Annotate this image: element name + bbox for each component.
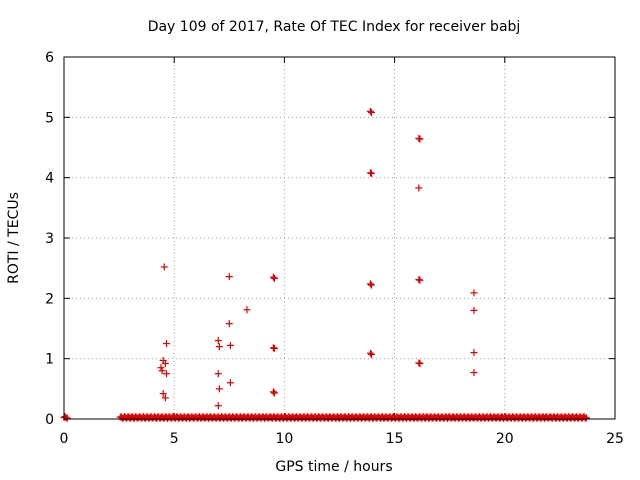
data-point xyxy=(415,134,423,142)
data-point xyxy=(214,337,222,345)
x-tick-label: 20 xyxy=(496,431,514,447)
y-tick-label: 3 xyxy=(45,231,54,247)
data-point xyxy=(225,320,233,328)
data-point xyxy=(214,370,222,378)
data-point xyxy=(366,169,374,177)
data-point xyxy=(416,276,424,284)
data-point xyxy=(157,364,165,372)
data-point xyxy=(470,306,478,314)
data-point xyxy=(226,379,234,387)
y-tick-labels: 0 1 2 3 4 5 6 xyxy=(45,50,54,428)
data-point xyxy=(366,280,374,288)
data-point xyxy=(270,274,278,282)
data-point xyxy=(415,359,423,367)
data-point xyxy=(367,350,375,358)
data-point xyxy=(159,390,167,398)
data-point xyxy=(366,349,374,357)
data-point xyxy=(160,263,168,271)
y-axis-label: ROTI / TECUs xyxy=(6,192,22,284)
baseline-point xyxy=(582,414,590,422)
data-point xyxy=(470,369,478,377)
data-point xyxy=(269,344,277,352)
x-tick-label: 0 xyxy=(60,431,69,447)
data-point xyxy=(161,359,169,367)
data-point xyxy=(367,109,375,117)
y-tick-label: 6 xyxy=(45,50,54,66)
y-tick-label: 1 xyxy=(45,352,54,368)
data-point xyxy=(214,402,222,410)
data-point xyxy=(243,306,251,314)
data-point xyxy=(416,359,424,367)
data-point xyxy=(270,344,278,352)
data-point xyxy=(366,107,374,115)
x-tick-label: 15 xyxy=(386,431,404,447)
data-point xyxy=(470,349,478,357)
data-point xyxy=(367,281,375,289)
x-axis-label: GPS time / hours xyxy=(275,459,392,475)
plot-frame xyxy=(63,56,616,420)
data-point xyxy=(215,343,223,351)
data-point xyxy=(367,169,375,177)
x-tick-label: 10 xyxy=(275,431,293,447)
data-point xyxy=(415,276,423,284)
data-point xyxy=(162,340,170,348)
data-point xyxy=(269,388,277,396)
y-tick-label: 5 xyxy=(45,110,54,126)
x-tick-label: 5 xyxy=(170,431,179,447)
data-point xyxy=(161,394,169,402)
y-tick-label: 4 xyxy=(45,171,54,187)
data-point xyxy=(270,389,278,397)
data-point xyxy=(225,273,233,281)
grid-lines xyxy=(64,57,615,419)
data-point xyxy=(162,370,170,378)
data-point xyxy=(226,341,234,349)
data-point xyxy=(269,273,277,281)
y-tick-label: 0 xyxy=(45,412,54,428)
x-tick-label: 25 xyxy=(606,431,624,447)
y-tick-label: 2 xyxy=(45,291,54,307)
chart-title: Day 109 of 2017, Rate Of TEC Index for r… xyxy=(148,19,521,35)
data-point xyxy=(415,184,423,192)
data-point xyxy=(416,135,424,143)
data-points xyxy=(60,107,590,422)
data-point xyxy=(470,289,478,297)
x-tick-labels: 0 5 10 15 20 25 xyxy=(60,431,624,447)
data-point xyxy=(215,385,223,393)
baseline-point xyxy=(63,414,71,422)
data-point xyxy=(158,367,166,375)
